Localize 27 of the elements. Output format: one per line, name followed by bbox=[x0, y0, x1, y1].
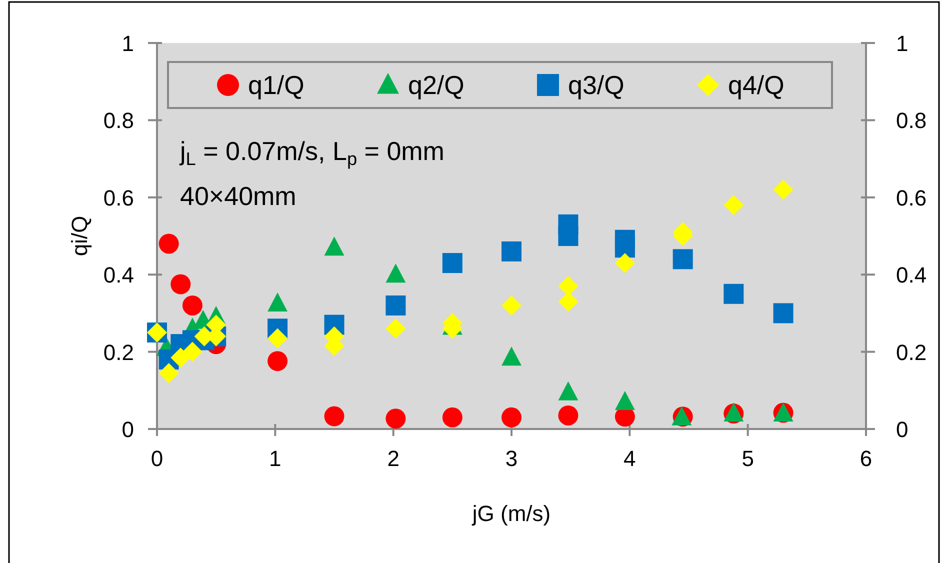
legend-label: q2/Q bbox=[408, 70, 464, 100]
y2-tick-label: 0 bbox=[896, 417, 908, 442]
x-tick-label: 3 bbox=[505, 446, 518, 471]
x-axis-title: jG (m/s) bbox=[471, 501, 551, 526]
y-axis-title: qi/Q bbox=[67, 216, 92, 256]
y-tick-label: 1 bbox=[122, 31, 134, 56]
legend-label: q1/Q bbox=[248, 70, 304, 100]
x-tick-label: 5 bbox=[742, 446, 754, 471]
annotation: j$_{L}$ = 0.07m/s, L$_{p}$ = 0mm bbox=[179, 136, 444, 168]
legend-label: q3/Q bbox=[568, 70, 624, 100]
y2-tick-label: 0.6 bbox=[896, 185, 927, 210]
x-tick-label: 1 bbox=[269, 446, 282, 471]
x-tick-label: 2 bbox=[387, 446, 400, 471]
y2-tick-label: 0.2 bbox=[896, 340, 927, 365]
x-tick-label: 0 bbox=[150, 446, 164, 471]
x-tick-label: 6 bbox=[860, 446, 872, 471]
y2-tick-label: 0.8 bbox=[896, 108, 927, 134]
x-tick-label: 4 bbox=[624, 446, 636, 471]
y-tick-label: 0.4 bbox=[103, 262, 134, 288]
annotation: 40×40mm bbox=[180, 181, 296, 211]
legend-label: q4/Q bbox=[728, 70, 784, 100]
y-tick-label: 0.6 bbox=[103, 185, 134, 210]
y2-tick-label: 1 bbox=[896, 31, 908, 56]
y-tick-label: 0.2 bbox=[103, 340, 134, 365]
y-tick-label: 0.8 bbox=[103, 108, 134, 134]
y2-tick-label: 0.4 bbox=[896, 262, 927, 288]
y-tick-label: 0 bbox=[122, 417, 134, 442]
